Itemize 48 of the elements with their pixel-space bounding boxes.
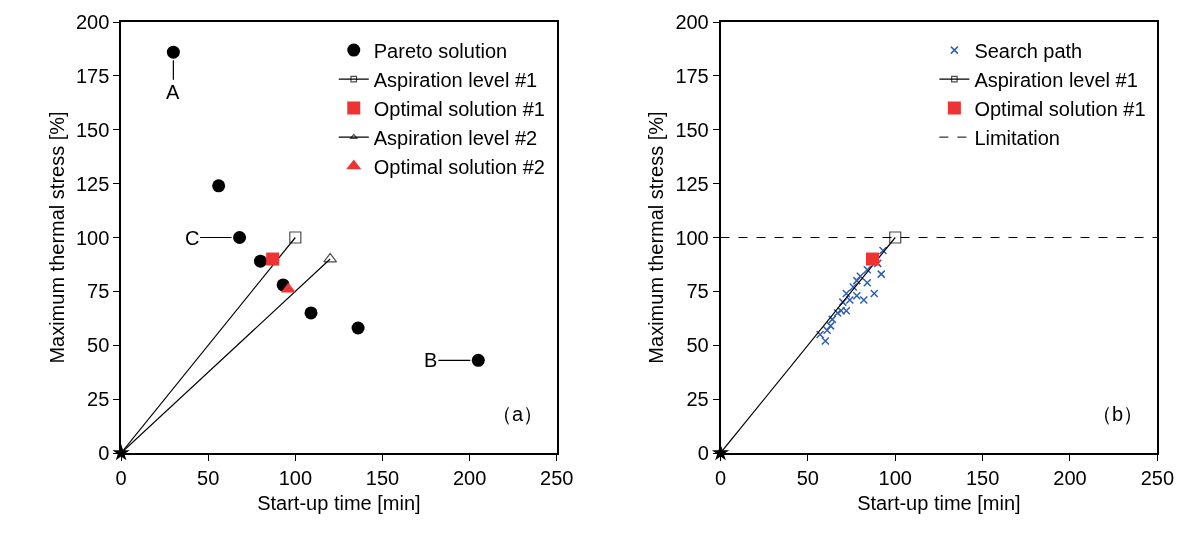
legend-label: Pareto solution [373, 39, 508, 62]
y-tick-label: 75 [686, 280, 709, 303]
annotation: （b） [1092, 403, 1144, 425]
y-tick-label: 200 [75, 11, 110, 33]
annotation: B [424, 349, 438, 371]
y-tick-label: 25 [686, 388, 709, 411]
legend-label: Optimal solution #1 [373, 97, 545, 120]
y-tick-label: 175 [675, 64, 709, 87]
legend-label: Limitation [974, 126, 1060, 149]
y-tick-label: 150 [75, 118, 110, 141]
x-tick-label: 50 [796, 466, 819, 489]
annotation: C [185, 227, 200, 249]
x-tick-label: 250 [540, 466, 574, 489]
x-tick-label: 250 [1140, 466, 1175, 489]
x-tick-label: 50 [197, 466, 220, 489]
annotation: A [166, 81, 180, 103]
legend-label: Search path [974, 39, 1083, 62]
legend-label: Aspiration level #1 [974, 68, 1138, 91]
y-tick-label: 125 [675, 172, 709, 195]
x-tick-label: 200 [1053, 466, 1087, 489]
y-axis-title: Maximum thermal stress [%] [45, 111, 68, 364]
y-tick-label: 75 [87, 280, 110, 303]
y-tick-label: 100 [75, 226, 110, 249]
x-tick-label: 0 [115, 466, 127, 489]
legend-label: Aspiration level #2 [373, 126, 538, 149]
legend-label: Optimal solution #2 [373, 155, 545, 178]
x-tick-label: 100 [278, 466, 313, 489]
y-tick-label: 50 [87, 334, 110, 357]
y-axis-title: Maximum thermal stress [%] [645, 111, 668, 364]
y-tick-label: 175 [75, 64, 110, 87]
y-tick-label: 150 [675, 118, 709, 141]
annotation: （a） [492, 403, 544, 425]
legend-label: Aspiration level #1 [373, 68, 538, 91]
y-tick-label: 50 [686, 334, 709, 357]
y-tick-label: 0 [697, 442, 709, 464]
y-tick-label: 125 [75, 172, 110, 195]
legend-label: Optimal solution #1 [974, 97, 1146, 120]
x-tick-label: 150 [965, 466, 1000, 489]
x-axis-title: Start-up time [min] [257, 491, 421, 514]
x-tick-label: 200 [452, 466, 487, 489]
x-tick-label: 0 [714, 466, 727, 489]
x-axis-title: Start-up time [min] [857, 491, 1021, 514]
x-tick-label: 100 [878, 466, 912, 489]
y-tick-label: 200 [675, 11, 709, 33]
y-tick-label: 0 [98, 442, 110, 464]
y-tick-label: 25 [87, 388, 110, 411]
x-tick-label: 150 [365, 466, 400, 489]
y-tick-label: 100 [675, 226, 709, 249]
